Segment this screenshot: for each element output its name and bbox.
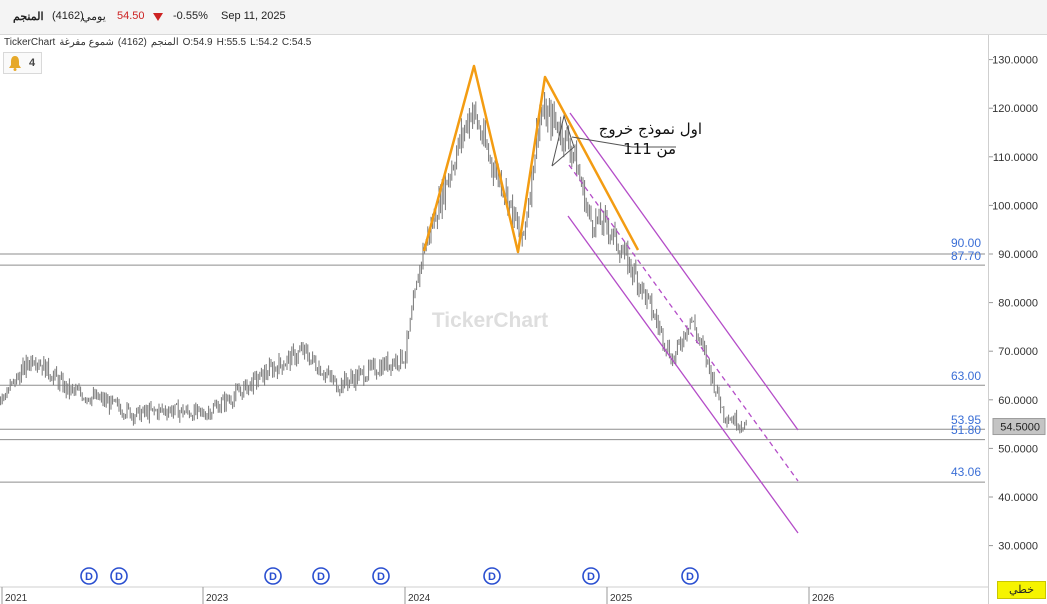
dividend-marker-circle <box>582 567 600 585</box>
year-label: 2023 <box>206 593 229 604</box>
dividend-marker-circle <box>681 567 699 585</box>
dividend-marker-label: D <box>377 571 385 583</box>
price-chart[interactable]: 2021 2023 2024 2025 2026 TickerChart 90.0087.7… <box>0 35 1047 604</box>
legend-close: C:54.5 <box>281 37 312 48</box>
legend-style: شموع مفرغة <box>59 37 114 48</box>
legend-high: H:55.5 <box>216 37 247 48</box>
current-price-label: 54.5000 <box>1000 422 1040 434</box>
dividend-marker-circle <box>312 567 330 585</box>
dividend-marker[interactable]: D <box>372 567 390 585</box>
dividend-marker[interactable]: D <box>312 567 330 585</box>
y-tick-label: 80.0000 <box>998 298 1038 310</box>
dividend-marker-label: D <box>269 571 277 583</box>
watermark: TickerChart <box>432 309 548 332</box>
dividend-marker[interactable]: D <box>264 567 282 585</box>
year-label: 2024 <box>408 593 431 604</box>
dividend-marker-label: D <box>686 571 694 583</box>
ohlc-legend: TickerChart المنجم(4162)شموع مفرغة O:54.9 H… <box>4 37 315 48</box>
double-top-pattern <box>422 64 640 254</box>
channel-mid-line <box>568 164 799 482</box>
level-label: 63.00 <box>951 369 981 383</box>
level-label: 53.95 <box>951 413 981 427</box>
legend-low: L:54.2 <box>250 37 278 48</box>
alerts-count: 4 <box>29 57 36 69</box>
down-arrow-icon <box>153 13 163 21</box>
period-label[interactable]: يومي <box>82 11 106 23</box>
exit-pattern-shape <box>551 114 575 167</box>
symbol-name[interactable]: المنجم <box>13 11 44 23</box>
y-tick-label: 120.0000 <box>992 103 1038 115</box>
year-label: 2021 <box>5 593 28 604</box>
dividend-marker-circle <box>110 567 128 585</box>
dividend-marker[interactable]: D <box>582 567 600 585</box>
symbol-code: (4162) <box>52 10 84 22</box>
year-label: 2026 <box>812 593 835 604</box>
y-tick-label: 40.0000 <box>998 492 1038 504</box>
channel-lower-line <box>567 215 799 534</box>
legend-code: (4162) <box>117 37 147 48</box>
level-label: 90.00 <box>951 236 981 250</box>
level-label: 51.80 <box>951 423 981 437</box>
y-tick-label: 70.0000 <box>998 346 1038 358</box>
dividend-marker-circle <box>80 567 98 585</box>
current-price-tag <box>992 418 1046 436</box>
legend-open: O:54.9 <box>182 37 213 48</box>
dividend-marker-label: D <box>587 571 595 583</box>
price-axis-divider <box>988 35 989 604</box>
last-price: 54.50 <box>117 10 145 22</box>
annotation-leader <box>571 136 633 148</box>
y-tick-label: 130.0000 <box>992 55 1038 67</box>
y-tick-label: 110.0000 <box>993 152 1038 164</box>
quote-date: Sep 11, 2025 <box>221 10 286 22</box>
top-toolbar: المنجم (4162) يومي 54.50 -0.55% Sep 11, … <box>0 0 1047 35</box>
annotation-line-2: من 111 <box>623 140 676 158</box>
dividend-marker-circle <box>483 567 501 585</box>
dividend-marker-label: D <box>115 571 123 583</box>
dividend-marker[interactable]: D <box>80 567 98 585</box>
dividend-marker-label: D <box>85 571 93 583</box>
y-tick-label: 100.0000 <box>992 200 1038 212</box>
dividend-marker[interactable]: D <box>483 567 501 585</box>
dividend-marker-label: D <box>317 571 325 583</box>
channel-upper-line <box>569 112 799 431</box>
legend-symbol: المنجم <box>150 37 179 48</box>
legend-source: TickerChart <box>4 37 56 48</box>
y-tick-label: 50.0000 <box>998 443 1038 455</box>
annotation-line-1: اول نموذج خروج <box>599 120 702 139</box>
candles <box>0 92 747 434</box>
y-tick-label: 90.0000 <box>998 249 1038 261</box>
bell-icon <box>9 56 21 71</box>
line-mode-button[interactable]: خطي <box>997 581 1046 599</box>
alerts-button[interactable]: 4 <box>3 52 42 74</box>
level-label: 43.06 <box>951 465 981 479</box>
y-tick-label: 60.0000 <box>998 395 1038 407</box>
dividend-marker-circle <box>264 567 282 585</box>
level-label: 87.70 <box>951 249 981 263</box>
dividend-marker[interactable]: D <box>681 567 699 585</box>
y-tick-label: 30.0000 <box>998 541 1038 553</box>
year-label: 2025 <box>610 593 633 604</box>
dividend-marker[interactable]: D <box>110 567 128 585</box>
dividend-marker-label: D <box>488 571 496 583</box>
dividend-marker-circle <box>372 567 390 585</box>
price-change: -0.55% <box>173 10 208 22</box>
